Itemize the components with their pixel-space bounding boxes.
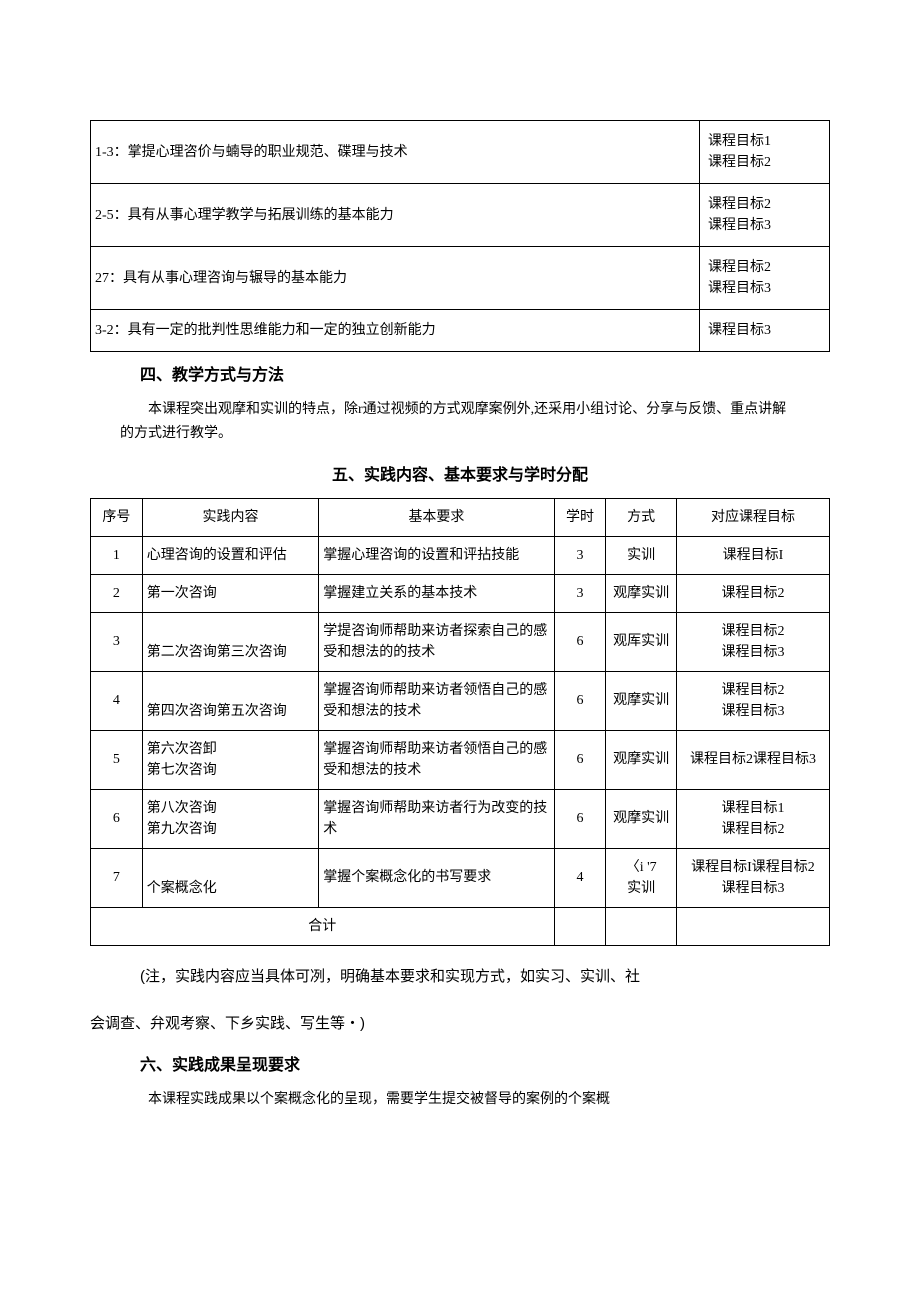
section4-body: 本课程突出观摩和实训的特点，除r通过视频的方式观摩案例外,还采用小组讨论、分享与…: [120, 398, 800, 446]
table-header-row: 序号 实践内容 基本要求 学时 方式 对应课程目标: [91, 498, 830, 536]
total-hours: [554, 907, 606, 945]
total-goal: [676, 907, 829, 945]
table-row: 6第八次咨询 第九次咨询掌握咨询师帮助来访者行为改变的技术6观摩实训课程目标1 …: [91, 789, 830, 848]
table-row: 1-3：掌提心理咨价与蝻导的职业规范、碟理与技术课程目标1 课程目标2: [91, 121, 830, 184]
seq-cell: 2: [91, 574, 143, 612]
seq-cell: 3: [91, 612, 143, 671]
table-row: 2第一次咨询掌握建立关系的基本技术3观摩实训课程目标2: [91, 574, 830, 612]
goal-cell: 课程目标2课程目标3: [676, 730, 829, 789]
req-cell: 掌握建立关系的基本技术: [319, 574, 554, 612]
content-cell: 个案概念化: [142, 848, 319, 907]
section5-heading: 五、实践内容、基本要求与学时分配: [90, 464, 830, 488]
content-cell: 第六次咨卸 第七次咨询: [142, 730, 319, 789]
req-cell: 掌握心理咨询的设置和评拈技能: [319, 536, 554, 574]
total-mode: [606, 907, 677, 945]
goal-cell: 课程目标I: [676, 536, 829, 574]
content-cell: 第一次咨询: [142, 574, 319, 612]
hours-cell: 6: [554, 612, 606, 671]
content-cell: 心理咨询的设置和评估: [142, 536, 319, 574]
mode-cell: 观厍实训: [606, 612, 677, 671]
seq-cell: 6: [91, 789, 143, 848]
table-row: 27：具有从事心理咨询与辗导的基本能力课程目标2 课程目标3: [91, 247, 830, 310]
hours-cell: 4: [554, 848, 606, 907]
goal-cell: 课程目标2 课程目标3: [676, 671, 829, 730]
mode-cell: 观摩实训: [606, 671, 677, 730]
req-cell: 掌握个案概念化的书写要求: [319, 848, 554, 907]
table-total-row: 合计: [91, 907, 830, 945]
mode-cell: 观摩实训: [606, 730, 677, 789]
req-cell: 27：具有从事心理咨询与辗导的基本能力: [91, 247, 700, 310]
hours-cell: 6: [554, 730, 606, 789]
content-cell: 第四次咨询第五次咨询: [142, 671, 319, 730]
col-goal: 对应课程目标: [676, 498, 829, 536]
hours-cell: 6: [554, 671, 606, 730]
req-cell: 3-2：具有一定的批判性思维能力和一定的独立创新能力: [91, 310, 700, 352]
table-row: 4第四次咨询第五次咨询掌握咨询师帮助来访者领悟自己的感受和想法的技术6观摩实训课…: [91, 671, 830, 730]
table-row: 7个案概念化掌握个案概念化的书写要求4〈i '7 实训课程目标I课程目标2 课程…: [91, 848, 830, 907]
col-req: 基本要求: [319, 498, 554, 536]
req-cell: 2-5：具有从事心理学教学与拓展训练的基本能力: [91, 184, 700, 247]
content-cell: 第八次咨询 第九次咨询: [142, 789, 319, 848]
goal-cell: 课程目标3: [700, 310, 830, 352]
table-row: 5第六次咨卸 第七次咨询掌握咨询师帮助来访者领悟自己的感受和想法的技术6观摩实训…: [91, 730, 830, 789]
col-seq: 序号: [91, 498, 143, 536]
seq-cell: 4: [91, 671, 143, 730]
req-cell: 掌握咨询师帮助来访者领悟自己的感受和想法的技术: [319, 730, 554, 789]
req-cell: 1-3：掌提心理咨价与蝻导的职业规范、碟理与技术: [91, 121, 700, 184]
mode-cell: 〈i '7 实训: [606, 848, 677, 907]
mode-cell: 观摩实训: [606, 789, 677, 848]
req-cell: 掌握咨询师帮助来访者领悟自己的感受和想法的技术: [319, 671, 554, 730]
hours-cell: 3: [554, 574, 606, 612]
goal-cell: 课程目标2 课程目标3: [676, 612, 829, 671]
table-row: 3第二次咨询第三次咨询学提咨询师帮助来访者探索自己的感受和想法的的技术6观厍实训…: [91, 612, 830, 671]
col-mode: 方式: [606, 498, 677, 536]
hours-cell: 3: [554, 536, 606, 574]
goal-cell: 课程目标I课程目标2 课程目标3: [676, 848, 829, 907]
total-label: 合计: [91, 907, 555, 945]
seq-cell: 7: [91, 848, 143, 907]
seq-cell: 1: [91, 536, 143, 574]
req-cell: 学提咨询师帮助来访者探索自己的感受和想法的的技术: [319, 612, 554, 671]
table-row: 1心理咨询的设置和评估掌握心理咨询的设置和评拈技能3实训课程目标I: [91, 536, 830, 574]
goal-cell: 课程目标2 课程目标3: [700, 247, 830, 310]
table-row: 2-5：具有从事心理学教学与拓展训练的基本能力课程目标2 课程目标3: [91, 184, 830, 247]
seq-cell: 5: [91, 730, 143, 789]
mode-cell: 观摩实训: [606, 574, 677, 612]
table-row: 3-2：具有一定的批判性思维能力和一定的独立创新能力课程目标3: [91, 310, 830, 352]
req-cell: 掌握咨询师帮助来访者行为改变的技术: [319, 789, 554, 848]
practice-schedule-table: 序号 实践内容 基本要求 学时 方式 对应课程目标 1心理咨询的设置和评估掌握心…: [90, 498, 830, 946]
goal-cell: 课程目标2: [676, 574, 829, 612]
hours-cell: 6: [554, 789, 606, 848]
goal-cell: 课程目标1 课程目标2: [676, 789, 829, 848]
section6-body: 本课程实践成果以个案概念化的呈现，需要学生提交被督导的案例的个案概: [120, 1088, 800, 1112]
note-line2: 会调查、弁观考察、下乡实践、写生等・): [90, 1007, 830, 1040]
requirements-goal-table: 1-3：掌提心理咨价与蝻导的职业规范、碟理与技术课程目标1 课程目标22-5：具…: [90, 120, 830, 352]
col-content: 实践内容: [142, 498, 319, 536]
section6-heading: 六、实践成果呈现要求: [140, 1054, 830, 1078]
content-cell: 第二次咨询第三次咨询: [142, 612, 319, 671]
goal-cell: 课程目标2 课程目标3: [700, 184, 830, 247]
note-line1: (注，实践内容应当具体可冽，明确基本要求和实现方式，如实习、实训、社: [140, 960, 830, 993]
goal-cell: 课程目标1 课程目标2: [700, 121, 830, 184]
mode-cell: 实训: [606, 536, 677, 574]
col-hours: 学时: [554, 498, 606, 536]
section4-heading: 四、教学方式与方法: [140, 364, 830, 388]
